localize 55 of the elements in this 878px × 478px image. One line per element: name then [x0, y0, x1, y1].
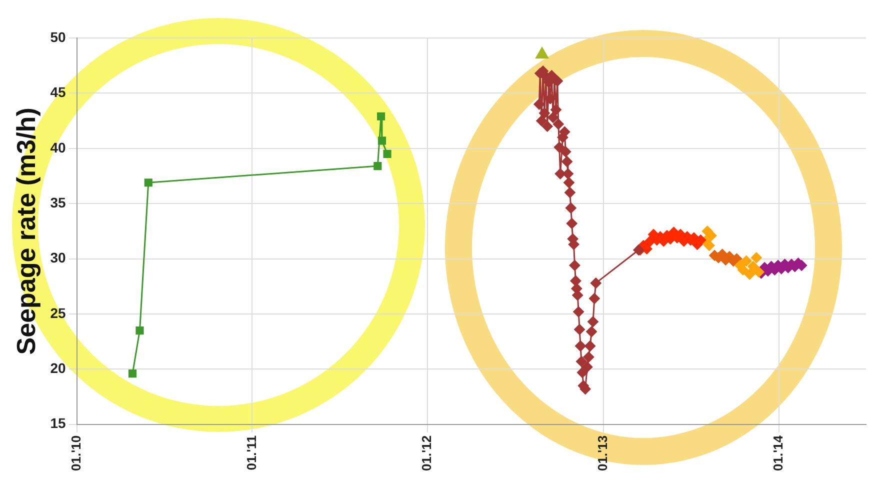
x-tick-label: 01.'13 — [595, 435, 610, 471]
point — [588, 293, 600, 304]
point — [562, 156, 573, 168]
point — [704, 240, 715, 252]
x-tick-label: 01.'10 — [68, 435, 84, 471]
point — [542, 120, 553, 132]
point — [564, 187, 576, 198]
point — [536, 115, 548, 126]
point — [573, 306, 584, 318]
point — [576, 366, 588, 378]
x-tick-label: 01.'11 — [244, 435, 259, 470]
point — [574, 324, 586, 335]
point — [563, 177, 574, 188]
point — [376, 112, 386, 120]
point — [740, 255, 752, 266]
point — [584, 340, 596, 352]
y-axis-title: Seepage rate (m3/h) — [10, 108, 41, 355]
point — [552, 118, 564, 130]
point — [586, 326, 598, 338]
point — [753, 266, 764, 278]
point — [566, 218, 578, 229]
point — [569, 260, 580, 271]
y-tick-label: 15 — [50, 415, 66, 432]
point — [560, 146, 572, 158]
x-tick-label: 01.'12 — [419, 435, 434, 471]
y-tick-label: 20 — [50, 360, 66, 376]
point — [590, 278, 602, 289]
point — [582, 361, 593, 372]
point — [383, 150, 392, 158]
y-tick-label: 50 — [50, 28, 66, 45]
point — [748, 261, 759, 272]
point — [378, 136, 386, 145]
point — [583, 352, 594, 363]
point — [570, 275, 582, 286]
y-tick-label: 35 — [50, 194, 66, 210]
point — [565, 202, 576, 214]
point — [128, 370, 137, 378]
point — [544, 93, 556, 104]
point — [706, 230, 717, 242]
point — [534, 98, 545, 110]
point — [554, 142, 565, 153]
point — [554, 168, 566, 180]
point — [136, 326, 144, 335]
point — [744, 268, 756, 280]
point — [374, 162, 382, 170]
point — [538, 108, 550, 119]
point — [550, 104, 562, 116]
y-tick-label: 30 — [50, 250, 66, 266]
x-tick-label: 01.'14 — [770, 434, 786, 471]
point — [548, 112, 559, 123]
point — [576, 356, 587, 367]
point — [587, 316, 598, 328]
point — [574, 340, 586, 352]
point — [750, 252, 762, 264]
point — [144, 178, 152, 187]
